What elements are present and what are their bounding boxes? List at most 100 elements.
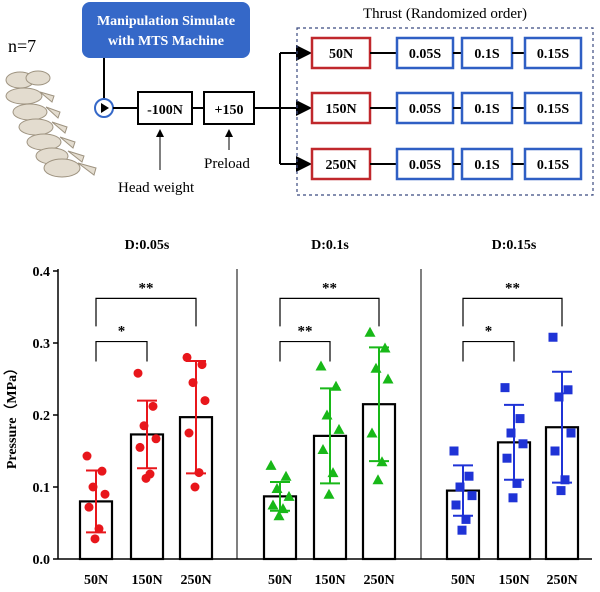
thrust-region: [296, 27, 594, 196]
data-point: [506, 428, 516, 438]
duration-box: [395, 91, 455, 125]
significance-bracket: [279, 340, 331, 362]
thrust-title: Thrust (Randomized order): [363, 6, 527, 22]
x-tick-label: 50N: [451, 573, 475, 588]
data-point: [100, 489, 110, 499]
data-point: [323, 488, 335, 499]
data-point: [200, 396, 210, 406]
data-point: [366, 427, 378, 438]
x-tick-label: 250N: [546, 573, 577, 588]
data-point: [317, 444, 329, 455]
y-tick-label: 0.1: [33, 481, 51, 496]
data-point: [455, 482, 465, 492]
data-point: [502, 453, 512, 463]
y-tick-label: 0.3: [33, 337, 51, 352]
data-point: [554, 392, 564, 402]
x-tick-label: 150N: [314, 573, 345, 588]
panel-title: D:0.05s: [125, 238, 170, 253]
duration-box: [523, 91, 583, 125]
data-point: [141, 473, 151, 483]
significance-label: *: [485, 324, 493, 340]
data-point: [190, 482, 200, 492]
data-point: [333, 423, 345, 434]
data-point: [457, 525, 467, 535]
significance-bracket: [279, 297, 380, 327]
duration-box: [523, 36, 583, 70]
data-point: [512, 478, 522, 488]
preload-box: [203, 91, 255, 125]
data-point: [182, 352, 192, 362]
data-point: [273, 510, 285, 521]
chart-panel-2: D:0.1s 50N 150N 250N ** **: [262, 238, 397, 588]
mts-title-box: [82, 2, 250, 58]
data-point: [464, 471, 474, 481]
duration-box: [395, 36, 455, 70]
data-point: [515, 414, 525, 424]
duration-label: 0.15S: [537, 102, 570, 117]
preload-box-label: +150: [215, 103, 244, 118]
sample-size-label: n=7: [8, 36, 36, 56]
significance-bracket: [95, 297, 197, 327]
significance-label: **: [298, 324, 313, 340]
data-point: [508, 493, 518, 503]
data-point: [560, 475, 570, 485]
data-point: [548, 332, 558, 342]
data-point: [184, 428, 194, 438]
data-point: [467, 491, 477, 501]
protocol-diagram: n=7 Manipulation Simulate with MTS Machi…: [5, 2, 594, 196]
force-label: 150N: [325, 102, 356, 117]
data-point: [265, 459, 277, 470]
head-weight-box: [137, 91, 193, 125]
y-tick-label: 0.0: [33, 553, 51, 568]
duration-label: 0.1S: [474, 102, 500, 117]
panel-title: D:0.1s: [311, 238, 349, 253]
pressure-chart: Pressure（MPa） 0.0 0.1 0.2 0.3 0.4 D:0.05s 50N 15…: [4, 238, 592, 588]
data-point: [133, 368, 143, 378]
mts-title-line1: Manipulation Simulate: [97, 14, 235, 29]
significance-bracket: [95, 340, 148, 362]
data-point: [135, 442, 145, 452]
data-point: [90, 534, 100, 544]
x-tick-label: 250N: [180, 573, 211, 588]
force-label: 50N: [329, 47, 353, 62]
significance-label: **: [139, 280, 154, 296]
data-point: [500, 383, 510, 393]
data-point: [550, 446, 560, 456]
x-tick-label: 50N: [84, 573, 108, 588]
data-point: [364, 326, 376, 337]
data-point: [461, 514, 471, 524]
head-weight-box-label: -100N: [147, 103, 183, 118]
y-tick-label: 0.4: [33, 265, 51, 280]
force-box: [310, 147, 372, 181]
y-tick-label: 0.2: [33, 409, 51, 424]
force-label: 250N: [325, 158, 356, 173]
duration-label: 0.05S: [409, 102, 442, 117]
data-point: [566, 428, 576, 438]
x-tick-label: 250N: [363, 573, 394, 588]
duration-label: 0.1S: [474, 47, 500, 62]
y-axis-label: Pressure（MPa）: [4, 361, 20, 469]
duration-label: 0.15S: [537, 158, 570, 173]
panel-title: D:0.15s: [492, 238, 537, 253]
force-box: [310, 91, 372, 125]
data-point: [82, 451, 92, 461]
significance-bracket: [462, 340, 515, 362]
thrust-rows: 50N 0.05S 0.1S 0.15S 150N 0.05S 0.1S 0.15S 250N 0…: [310, 36, 583, 181]
data-point: [148, 401, 158, 411]
x-tick-label: 50N: [268, 573, 292, 588]
duration-box: [395, 147, 455, 181]
data-point: [151, 434, 161, 444]
data-point: [451, 500, 461, 510]
significance-label: *: [118, 324, 126, 340]
cervical-spine-image: [5, 70, 97, 178]
duration-label: 0.1S: [474, 158, 500, 173]
duration-label: 0.15S: [537, 47, 570, 62]
data-point: [556, 486, 566, 496]
data-point: [449, 446, 459, 456]
duration-box: [523, 147, 583, 181]
duration-label: 0.05S: [409, 158, 442, 173]
significance-label: **: [322, 280, 337, 296]
